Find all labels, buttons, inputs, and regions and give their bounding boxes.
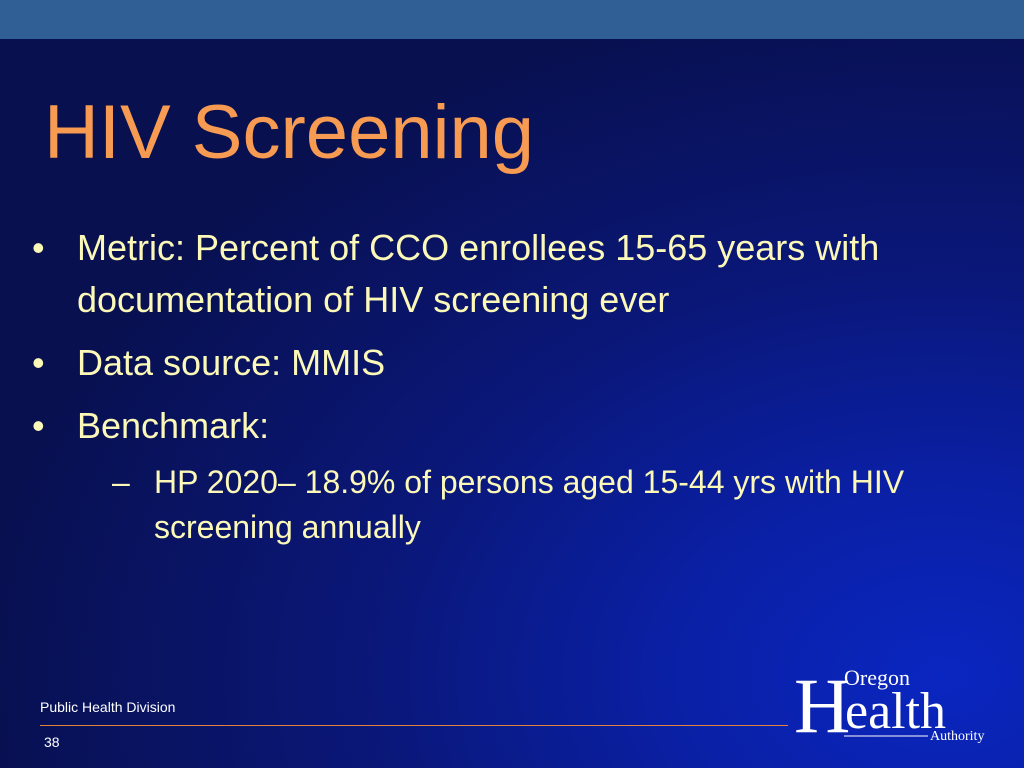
bullet-marker: • bbox=[32, 342, 45, 383]
bullet-item-benchmark: • Benchmark: – HP 2020– 18.9% of persons… bbox=[26, 400, 906, 550]
bullet-item-metric: • Metric: Percent of CCO enrollees 15-65… bbox=[26, 222, 906, 326]
logo-ealth-text: ealth bbox=[845, 683, 946, 740]
bullet-text: Benchmark: bbox=[77, 405, 270, 446]
bullet-text: Metric: Percent of CCO enrollees 15-65 y… bbox=[77, 227, 880, 320]
footer-division: Public Health Division bbox=[40, 699, 176, 715]
logo-authority-text: Authority bbox=[930, 729, 984, 744]
sub-bullet-text: HP 2020– 18.9% of persons aged 15-44 yrs… bbox=[154, 464, 905, 545]
bullet-list: • Metric: Percent of CCO enrollees 15-65… bbox=[26, 222, 906, 561]
bullet-marker: • bbox=[32, 405, 45, 446]
sub-bullet-item-hp2020: – HP 2020– 18.9% of persons aged 15-44 y… bbox=[112, 460, 914, 550]
bullet-marker: • bbox=[32, 227, 45, 268]
oregon-health-authority-logo: Oregon H ealth Authority bbox=[794, 662, 984, 749]
slide-title: HIV Screening bbox=[44, 90, 535, 175]
sub-bullet-marker: – bbox=[112, 464, 130, 500]
page-number: 38 bbox=[44, 734, 60, 750]
top-banner bbox=[0, 0, 1024, 39]
footer-divider bbox=[40, 725, 788, 726]
bullet-item-data-source: • Data source: MMIS bbox=[26, 337, 906, 389]
sub-bullet-list: – HP 2020– 18.9% of persons aged 15-44 y… bbox=[77, 460, 906, 550]
bullet-text: Data source: MMIS bbox=[77, 342, 386, 383]
logo-h-initial: H bbox=[794, 662, 850, 749]
logo-oregon-text: Oregon bbox=[844, 665, 910, 690]
